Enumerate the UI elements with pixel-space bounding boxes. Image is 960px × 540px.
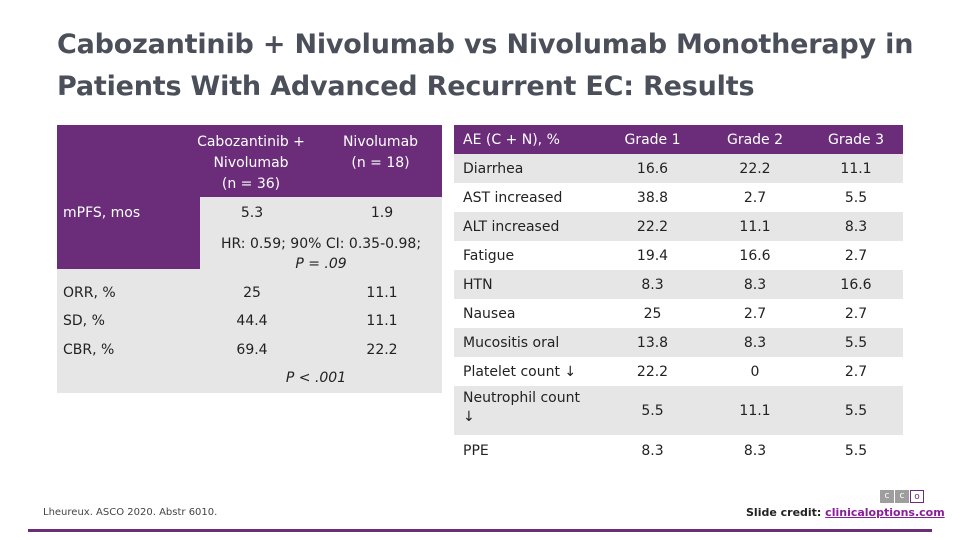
ae-grade3: 2.7 — [844, 305, 868, 322]
ae-label: ALT increased — [463, 218, 560, 235]
col-header-nivo: Nivolumab (n = 18) — [319, 132, 442, 174]
ae-grade1: 38.8 — [636, 189, 669, 206]
ae-label-line1: Neutrophil count — [463, 390, 580, 406]
ae-label: Neutrophil count ↓ — [463, 386, 603, 438]
orr-cabo-nivo: 25 — [243, 285, 261, 301]
hazard-ratio-p-value: P = .09 — [295, 256, 347, 272]
ae-label: Platelet count ↓ — [463, 363, 577, 380]
ae-label: Fatigue — [463, 247, 515, 264]
ae-grade3: 5.5 — [844, 443, 868, 459]
orr-nivo: 11.1 — [366, 285, 398, 301]
logo-letter-c1: c — [880, 490, 894, 503]
mpfs-cabo-nivo: 5.3 — [240, 205, 264, 221]
col-header-cabo-nivo: Cabozantinib + Nivolumab (n = 36) — [187, 132, 315, 195]
ae-grade2: 8.3 — [743, 443, 767, 459]
ae-grade3: 2.7 — [844, 363, 868, 380]
efficacy-table: Cabozantinib + Nivolumab (n = 36) Nivolu… — [57, 125, 442, 393]
ae-row-alt: ALT increased 22.2 11.1 8.3 — [454, 212, 903, 241]
sd-label: SD, % — [63, 313, 105, 329]
ae-label: Mucositis oral — [463, 334, 560, 351]
citation: Lheureux. ASCO 2020. Abstr 6010. — [43, 507, 218, 518]
ae-label: AST increased — [463, 189, 563, 206]
ae-grade3: 5.5 — [844, 402, 868, 419]
ae-grade1: 22.2 — [636, 218, 669, 235]
ae-grade3: 5.5 — [844, 334, 868, 351]
cbr-cabo-nivo: 69.4 — [236, 342, 268, 358]
ae-grade3: 11.1 — [840, 160, 872, 177]
ae-grade3: 5.5 — [844, 189, 868, 206]
hazard-ratio: HR: 0.59; 90% CI: 0.35-0.98; P = .09 — [200, 234, 442, 274]
clinicaloptions-link[interactable]: clinicaloptions.com — [825, 506, 945, 519]
down-arrow-icon: ↓ — [463, 409, 475, 425]
ae-label: PPE — [463, 443, 489, 459]
ae-header-grade2: Grade 2 — [726, 131, 784, 148]
cbr-nivo: 22.2 — [366, 342, 398, 358]
ae-grade1: 19.4 — [636, 247, 669, 264]
col-header-nivo-line1: Nivolumab — [342, 134, 419, 150]
ae-row-nausea: Nausea 25 2.7 2.7 — [454, 299, 903, 328]
col-header-cabo-nivo-line1: Cabozantinib + — [197, 134, 305, 150]
logo-letter-c2: c — [895, 490, 909, 503]
ae-grade2: 8.3 — [743, 334, 767, 351]
slide-title: Cabozantinib + Nivolumab vs Nivolumab Mo… — [57, 29, 914, 102]
ae-grade2: 11.1 — [739, 402, 771, 419]
ae-header-grade1: Grade 1 — [624, 131, 681, 148]
ae-row-mucositis: Mucositis oral 13.8 8.3 5.5 — [454, 328, 903, 357]
ae-label: Nausea — [463, 305, 516, 322]
ae-grade1: 5.5 — [641, 402, 664, 419]
sd-nivo: 11.1 — [366, 313, 398, 329]
response-p-value: P < .001 — [285, 370, 347, 386]
ae-grade2: 2.7 — [743, 305, 767, 322]
ae-grade2: 11.1 — [739, 218, 771, 235]
ae-grade1: 22.2 — [636, 363, 669, 380]
ae-grade2: 16.6 — [739, 247, 771, 264]
ae-grade2: 8.3 — [743, 276, 767, 293]
ae-row-ast: AST increased 38.8 2.7 5.5 — [454, 183, 903, 212]
slide-credit: Slide credit: clinicaloptions.com — [746, 506, 945, 519]
cbr-label: CBR, % — [63, 342, 115, 358]
slide-credit-label: Slide credit: — [746, 506, 826, 519]
footer-divider — [28, 529, 932, 532]
col-header-cabo-nivo-line3: (n = 36) — [221, 176, 281, 192]
ae-grade2: 2.7 — [743, 189, 767, 206]
ae-grade1: 25 — [643, 305, 662, 322]
mpfs-label: mPFS, mos — [63, 205, 141, 221]
col-header-cabo-nivo-line2: Nivolumab — [213, 155, 289, 171]
efficacy-label-column-header — [57, 197, 200, 269]
ae-row-ppe: PPE 8.3 8.3 5.5 — [454, 435, 903, 467]
ae-row-htn: HTN 8.3 8.3 16.6 — [454, 270, 903, 299]
efficacy-header-row — [57, 125, 442, 197]
ae-row-diarrhea: Diarrhea 16.6 22.2 11.1 — [454, 154, 903, 183]
hazard-ratio-line1: HR: 0.59; 90% CI: 0.35-0.98; — [220, 236, 422, 252]
sd-cabo-nivo: 44.4 — [236, 313, 268, 329]
logo-letter-o: o — [910, 490, 924, 503]
ae-label: Diarrhea — [463, 160, 524, 177]
mpfs-nivo: 1.9 — [370, 205, 394, 221]
col-header-nivo-line2: (n = 18) — [351, 155, 410, 171]
ae-grade3: 8.3 — [844, 218, 868, 235]
cco-logo: c c o — [880, 490, 926, 503]
ae-grade1: 8.3 — [641, 276, 664, 293]
ae-header-grade3: Grade 3 — [827, 131, 885, 148]
ae-grade2: 0 — [750, 363, 760, 380]
ae-header-row: AE (C + N), % Grade 1 Grade 2 Grade 3 — [454, 125, 903, 154]
ae-row-platelet: Platelet count ↓ 22.2 0 2.7 — [454, 357, 903, 386]
orr-label: ORR, % — [63, 285, 116, 301]
ae-header-label: AE (C + N), % — [463, 131, 560, 148]
ae-grade1: 13.8 — [636, 334, 669, 351]
ae-label: HTN — [463, 276, 493, 293]
ae-row-neutrophil: Neutrophil count ↓ 5.5 11.1 5.5 — [454, 386, 903, 435]
ae-grade3: 2.7 — [844, 247, 868, 264]
ae-grade3: 16.6 — [840, 276, 872, 293]
ae-row-fatigue: Fatigue 19.4 16.6 2.7 — [454, 241, 903, 270]
ae-grade2: 22.2 — [739, 160, 771, 177]
ae-grade1: 16.6 — [636, 160, 669, 177]
ae-grade1: 8.3 — [641, 443, 664, 459]
